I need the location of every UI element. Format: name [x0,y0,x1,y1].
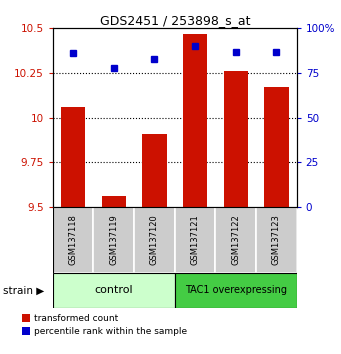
Bar [216,207,256,273]
Text: control: control [94,285,133,295]
Text: GSM137119: GSM137119 [109,215,118,265]
Bar [256,207,297,273]
Bar [53,273,175,308]
Text: GSM137120: GSM137120 [150,215,159,265]
Text: GSM137118: GSM137118 [69,215,78,265]
Text: strain ▶: strain ▶ [3,285,45,295]
Bar [264,87,288,207]
Text: TAC1 overexpressing: TAC1 overexpressing [185,285,287,295]
Bar [53,207,93,273]
Title: GDS2451 / 253898_s_at: GDS2451 / 253898_s_at [100,14,250,27]
Text: GSM137122: GSM137122 [231,215,240,265]
Bar [134,207,175,273]
Bar [183,34,207,207]
Bar [93,207,134,273]
Bar [224,71,248,207]
Text: GSM137121: GSM137121 [191,215,199,265]
Legend: transformed count, percentile rank within the sample: transformed count, percentile rank withi… [21,314,187,336]
Bar [142,134,167,207]
Bar [175,273,297,308]
Text: GSM137123: GSM137123 [272,215,281,265]
Bar [102,196,126,207]
Bar [175,207,216,273]
Bar [61,107,85,207]
